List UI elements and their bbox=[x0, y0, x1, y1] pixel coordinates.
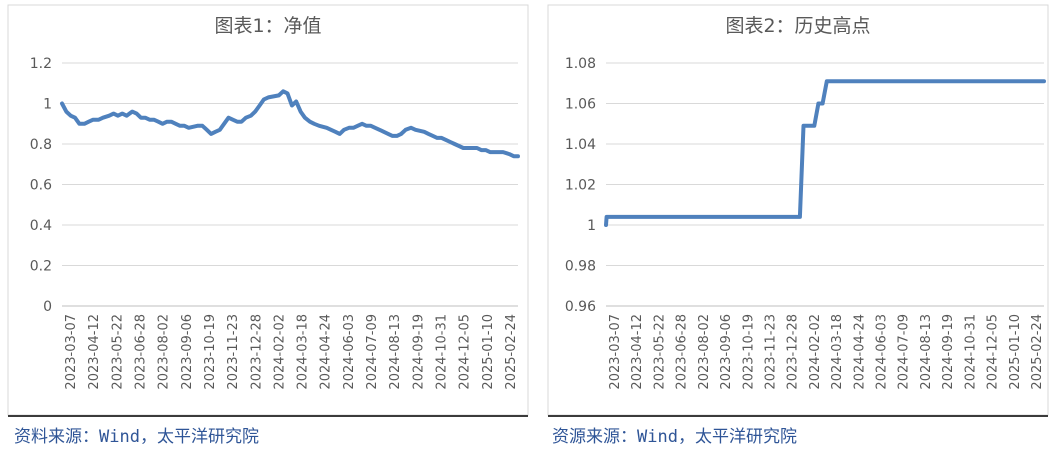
chart1-x-tick-label: 2024-04-24 bbox=[319, 314, 334, 390]
chart2-y-tick-label: 0.98 bbox=[565, 259, 596, 275]
chart2-x-tick-label: 2024-10-31 bbox=[963, 314, 978, 390]
chart1-net-value: 图表1：净值 0 0.2 0.4 0.6 0.8 1 1.2 2023-03-07 2023-04… bbox=[30, 15, 520, 390]
chart1-x-tick-label: 2023-04-12 bbox=[87, 314, 102, 390]
source-note-left: 资料来源：Wind，太平洋研究院 bbox=[14, 427, 259, 447]
chart1-x-tick-label: 2024-12-05 bbox=[458, 314, 473, 390]
chart2-x-tick-label: 2023-05-22 bbox=[652, 314, 667, 390]
chart2-y-tick-label: 1.08 bbox=[565, 56, 596, 72]
chart1-x-tick-label: 2023-11-23 bbox=[226, 314, 241, 390]
chart1-x-tick-label: 2024-09-19 bbox=[411, 314, 426, 390]
chart1-y-tick-label: 1 bbox=[43, 97, 52, 113]
chart1-y-tick-label: 0.6 bbox=[30, 178, 52, 194]
chart1-y-tick-label: 0.4 bbox=[30, 218, 52, 234]
chart2-x-tick-label: 2024-04-24 bbox=[852, 314, 867, 390]
chart2-x-tick-label: 2025-01-10 bbox=[1008, 314, 1023, 390]
chart2-x-tick-label: 2024-12-05 bbox=[986, 314, 1001, 390]
chart2-x-tick-label: 2023-11-23 bbox=[763, 314, 778, 390]
chart1-y-tick-label: 1.2 bbox=[30, 56, 52, 72]
chart2-x-tick-label: 2024-08-13 bbox=[919, 314, 934, 390]
chart1-series-line bbox=[60, 89, 520, 159]
chart2-title: 图表2：历史高点 bbox=[725, 15, 870, 37]
chart2-y-tick-label: 1.06 bbox=[565, 97, 596, 113]
chart1-x-tick-label: 2023-09-06 bbox=[180, 314, 195, 390]
chart2-historical-high: 图表2：历史高点 0.96 0.98 1 1.02 1.04 1.06 1.08 2023-03… bbox=[565, 15, 1046, 390]
chart1-x-tick-label: 2024-03-18 bbox=[296, 314, 311, 390]
chart2-y-tick-label: 1.04 bbox=[565, 137, 596, 153]
chart1-y-tick-label: 0 bbox=[43, 299, 52, 315]
source-note-right: 资源来源：Wind，太平洋研究院 bbox=[552, 427, 797, 447]
chart2-x-tick-label: 2024-03-18 bbox=[830, 314, 845, 390]
source-rule-right bbox=[548, 415, 1048, 417]
chart2-x-tick-label: 2025-02-24 bbox=[1030, 314, 1045, 390]
chart2-series-line bbox=[604, 79, 1046, 227]
chart1-x-tick-label: 2025-01-10 bbox=[481, 314, 496, 390]
chart1-x-tick-label: 2023-06-28 bbox=[133, 314, 148, 390]
chart1-x-tick-label: 2024-08-13 bbox=[388, 314, 403, 390]
chart1-x-tick-label: 2023-10-19 bbox=[203, 314, 218, 390]
source-rule-left bbox=[8, 415, 528, 417]
chart2-x-tick-label: 2023-03-07 bbox=[608, 314, 623, 390]
chart2-x-tick-label: 2023-08-02 bbox=[697, 314, 712, 390]
chart1-x-tick-label: 2023-12-28 bbox=[249, 314, 264, 390]
chart1-y-tick-label: 0.8 bbox=[30, 137, 52, 153]
chart1-x-tick-label: 2025-02-24 bbox=[504, 314, 519, 390]
chart2-y-tick-label: 0.96 bbox=[565, 299, 596, 315]
chart1-title: 图表1：净值 bbox=[214, 15, 321, 37]
chart2-x-tick-label: 2024-09-19 bbox=[941, 314, 956, 390]
chart2-x-tick-label: 2023-06-28 bbox=[675, 314, 690, 390]
chart2-y-tick-label: 1.02 bbox=[565, 178, 596, 194]
chart2-x-tick-label: 2024-07-09 bbox=[897, 314, 912, 390]
chart2-x-tick-label: 2023-12-28 bbox=[786, 314, 801, 390]
chart1-x-tick-label: 2023-03-07 bbox=[64, 314, 79, 390]
chart1-y-tick-label: 0.2 bbox=[30, 259, 52, 275]
chart1-x-tick-label: 2024-06-03 bbox=[342, 314, 357, 390]
chart2-x-tick-label: 2023-09-06 bbox=[719, 314, 734, 390]
chart2-x-tick-label: 2024-06-03 bbox=[875, 314, 890, 390]
chart2-x-tick-label: 2023-04-12 bbox=[630, 314, 645, 390]
chart1-x-tick-label: 2024-02-02 bbox=[272, 314, 287, 390]
chart2-x-tick-label: 2024-02-02 bbox=[808, 314, 823, 390]
chart2-y-tick-label: 1 bbox=[587, 218, 596, 234]
chart1-x-tick-label: 2023-05-22 bbox=[110, 314, 125, 390]
chart1-x-tick-label: 2023-08-02 bbox=[157, 314, 172, 390]
chart1-x-tick-label: 2024-10-31 bbox=[435, 314, 450, 390]
chart1-x-tick-label: 2024-07-09 bbox=[365, 314, 380, 390]
chart2-x-tick-label: 2023-10-19 bbox=[741, 314, 756, 390]
